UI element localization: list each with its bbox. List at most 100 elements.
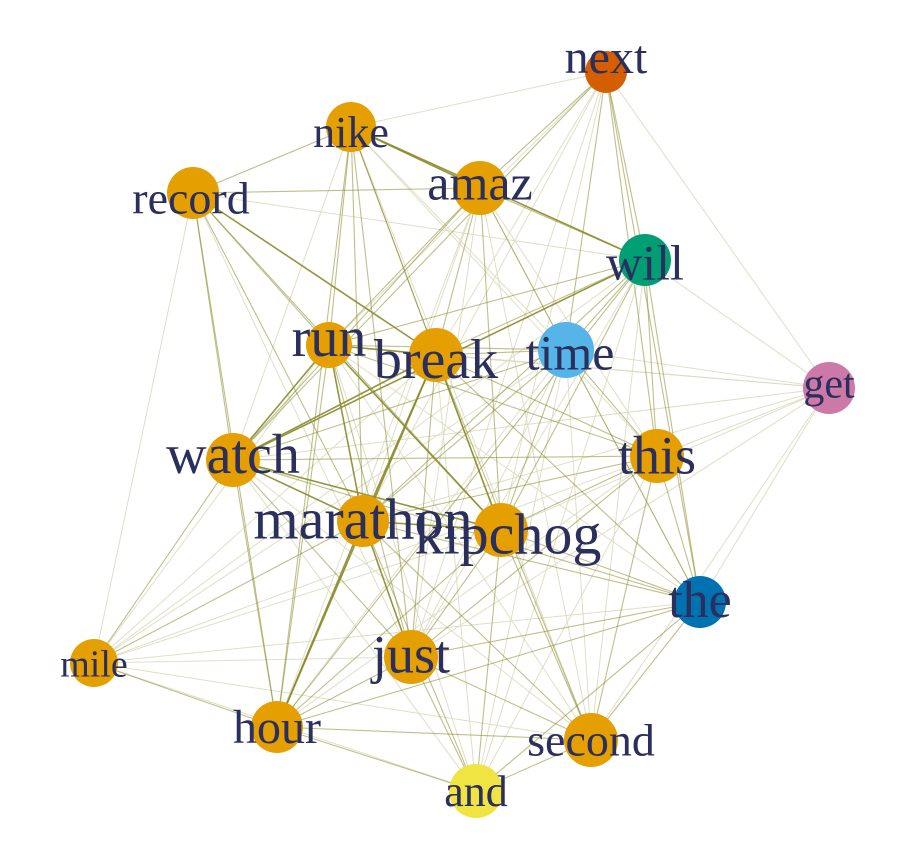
node-mile <box>70 639 118 687</box>
node-label-hour: hour <box>233 701 321 754</box>
node-and <box>449 764 503 818</box>
edge-break-watch <box>232 354 437 461</box>
edge-amaz-break <box>435 187 481 356</box>
edge-amaz-time <box>479 187 567 351</box>
node-record <box>167 167 219 219</box>
node-label-the: the <box>668 572 732 629</box>
edge-kipchog-the <box>500 529 701 603</box>
node-label-time: time <box>526 324 615 380</box>
edge-amaz-run <box>328 187 481 346</box>
edge-amaz-second <box>479 187 592 741</box>
edge-watch-hour <box>232 459 278 728</box>
node-label-mile: mile <box>60 644 128 686</box>
edge-this-marathon <box>362 455 658 522</box>
edge-time-mile <box>93 349 567 664</box>
edge-nike-watch <box>232 126 352 461</box>
node-nike <box>326 102 376 152</box>
edge-marathon-mile <box>93 520 364 664</box>
node-label-kipchog: kipchog <box>415 501 602 566</box>
edge-watch-this <box>232 455 658 461</box>
node-label-run: run <box>292 307 367 369</box>
node-get <box>803 362 855 414</box>
edge-kipchog-hour <box>276 529 502 728</box>
edge-amaz-next <box>479 71 607 189</box>
node-label-watch: watch <box>166 424 300 486</box>
node-label-will: will <box>606 234 684 290</box>
edge-break-mile <box>93 354 437 664</box>
edge-next-will <box>605 71 646 261</box>
edge-run-second <box>328 344 592 741</box>
edge-this-and <box>475 455 658 792</box>
edge-will-second <box>590 259 646 741</box>
edge-watch-and <box>232 459 477 792</box>
edge-nike-this <box>350 126 658 457</box>
edge-get-watch <box>232 387 830 461</box>
edge-nike-next <box>350 71 607 128</box>
node-break <box>409 328 463 382</box>
edge-record-amaz <box>192 187 481 194</box>
node-run <box>306 322 352 368</box>
edge-run-the <box>328 344 701 603</box>
edge-the-just <box>410 601 701 658</box>
edge-kipchog-and <box>475 529 502 792</box>
edge-record-will <box>192 192 646 261</box>
edge-marathon-hour <box>276 520 364 728</box>
edge-amaz-kipchog <box>479 187 502 531</box>
node-label-second: second <box>527 715 655 766</box>
edge-this-just <box>410 455 658 658</box>
edge-watch-kipchog <box>232 459 502 531</box>
edge-this-mile <box>93 455 658 664</box>
edge-time-second <box>565 349 592 741</box>
node-time <box>538 322 594 378</box>
edge-the-mile <box>93 601 701 664</box>
edge-get-the <box>699 387 830 603</box>
edge-will-get <box>644 259 830 389</box>
edge-marathon-second <box>362 520 592 741</box>
edge-break-kipchog <box>435 354 502 531</box>
edge-next-just <box>410 71 607 658</box>
edge-run-hour <box>276 344 330 728</box>
edge-run-this <box>328 344 658 457</box>
edge-time-marathon <box>362 349 567 522</box>
node-the <box>674 576 726 628</box>
edge-record-marathon <box>192 192 364 522</box>
edge-will-marathon <box>362 259 646 522</box>
node-will <box>619 234 671 286</box>
edge-will-just <box>410 259 646 658</box>
edge-record-mile <box>93 192 194 664</box>
node-label-get: get <box>803 362 855 408</box>
edge-get-just <box>410 387 830 658</box>
edge-nike-just <box>350 126 412 658</box>
node-watch <box>206 433 260 487</box>
edge-amaz-hour <box>276 187 481 728</box>
node-label-record: record <box>132 173 249 224</box>
edge-the-second <box>590 601 701 741</box>
edge-break-the <box>435 354 701 603</box>
edge-next-the <box>605 71 701 603</box>
node-label-just: just <box>370 624 450 684</box>
edge-this-kipchog <box>500 455 658 531</box>
edge-nike-run <box>328 126 352 346</box>
edge-time-and <box>475 349 567 792</box>
edge-next-get <box>605 71 830 389</box>
edge-hour-second <box>276 726 592 741</box>
edge-just-second <box>410 656 592 741</box>
edge-will-and <box>475 259 646 792</box>
edge-hour-and <box>276 726 477 792</box>
node-just <box>384 630 438 684</box>
node-label-nike: nike <box>313 108 389 157</box>
node-next <box>585 51 627 93</box>
node-second <box>564 713 618 767</box>
edge-kipchog-second <box>500 529 592 741</box>
node-label-and: and <box>444 767 508 816</box>
edge-marathon-the <box>362 520 701 603</box>
edge-next-break <box>435 71 607 356</box>
edge-nike-second <box>350 126 592 741</box>
edge-watch-the <box>232 459 701 603</box>
edge-time-kipchog <box>500 349 567 531</box>
edge-nike-record <box>192 126 352 194</box>
edge-time-watch <box>232 349 567 461</box>
node-label-break: break <box>374 329 498 391</box>
edge-break-just <box>410 354 437 658</box>
